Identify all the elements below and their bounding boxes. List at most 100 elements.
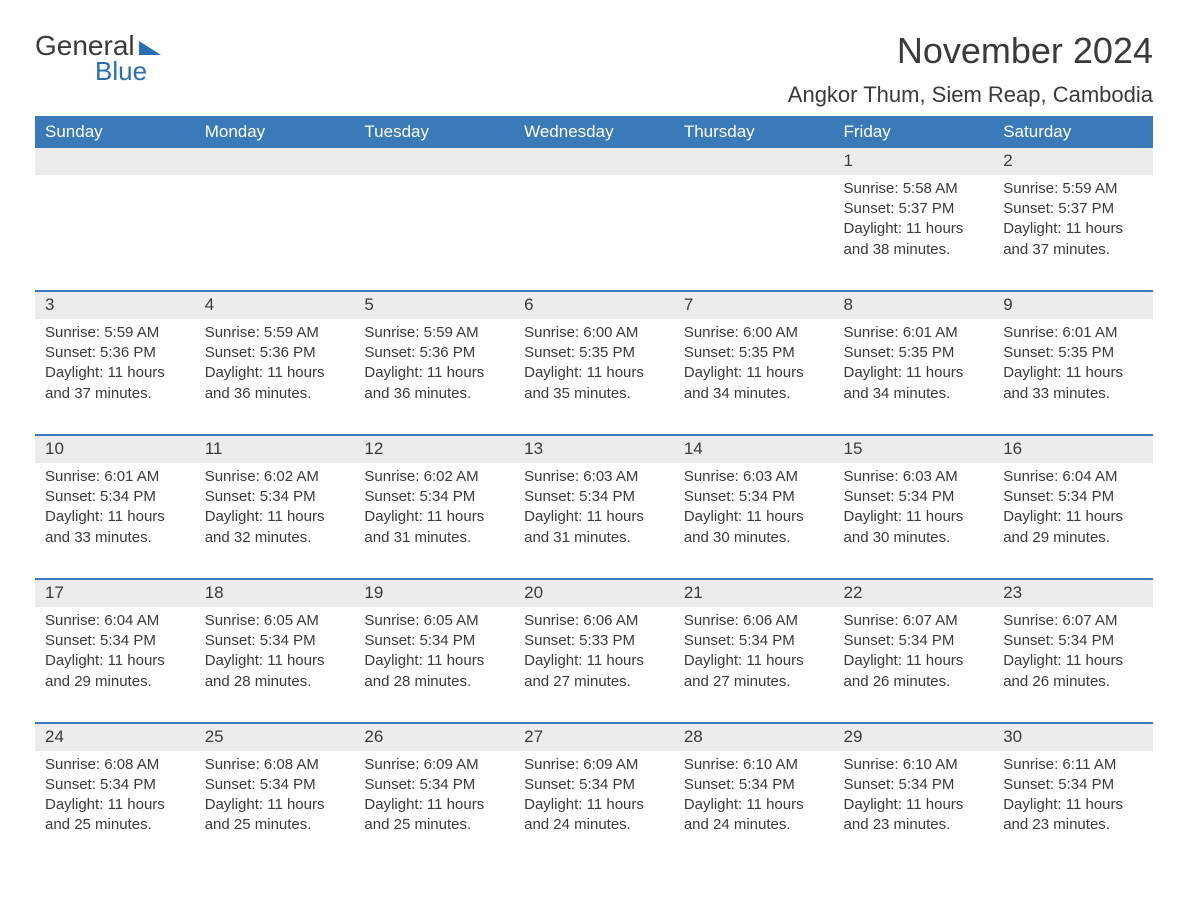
- day-header: Thursday: [674, 116, 834, 148]
- daylight-text: Daylight: 11 hours and 32 minutes.: [205, 507, 345, 548]
- calendar-cell: 17Sunrise: 6:04 AMSunset: 5:34 PMDayligh…: [35, 579, 195, 723]
- sunrise-text: Sunrise: 6:04 AM: [45, 611, 185, 631]
- day-number-stripe: [514, 148, 674, 175]
- daylight-text: Daylight: 11 hours and 28 minutes.: [364, 651, 504, 692]
- title-block: November 2024 Angkor Thum, Siem Reap, Ca…: [788, 30, 1153, 108]
- day-number: 15: [834, 436, 994, 463]
- day-number: 27: [514, 724, 674, 751]
- sunrise-text: Sunrise: 6:02 AM: [205, 467, 345, 487]
- day-header-row: Sunday Monday Tuesday Wednesday Thursday…: [35, 116, 1153, 148]
- daylight-text: Daylight: 11 hours and 35 minutes.: [524, 363, 664, 404]
- daylight-text: Daylight: 11 hours and 31 minutes.: [364, 507, 504, 548]
- day-number: 9: [993, 292, 1153, 319]
- day-number: 30: [993, 724, 1153, 751]
- calendar-cell: 6Sunrise: 6:00 AMSunset: 5:35 PMDaylight…: [514, 291, 674, 435]
- day-header: Friday: [834, 116, 994, 148]
- sunset-text: Sunset: 5:34 PM: [684, 631, 824, 651]
- sunrise-text: Sunrise: 6:03 AM: [524, 467, 664, 487]
- calendar-cell: 30Sunrise: 6:11 AMSunset: 5:34 PMDayligh…: [993, 723, 1153, 866]
- day-number: 21: [674, 580, 834, 607]
- sunset-text: Sunset: 5:36 PM: [205, 343, 345, 363]
- sunset-text: Sunset: 5:34 PM: [684, 487, 824, 507]
- daylight-text: Daylight: 11 hours and 25 minutes.: [45, 795, 185, 836]
- day-number: 20: [514, 580, 674, 607]
- sunrise-text: Sunrise: 6:05 AM: [364, 611, 504, 631]
- calendar-cell: 3Sunrise: 5:59 AMSunset: 5:36 PMDaylight…: [35, 291, 195, 435]
- sunrise-text: Sunrise: 5:59 AM: [364, 323, 504, 343]
- sunrise-text: Sunrise: 6:08 AM: [45, 755, 185, 775]
- sunset-text: Sunset: 5:33 PM: [524, 631, 664, 651]
- daylight-text: Daylight: 11 hours and 30 minutes.: [844, 507, 984, 548]
- sunrise-text: Sunrise: 6:00 AM: [524, 323, 664, 343]
- daylight-text: Daylight: 11 hours and 31 minutes.: [524, 507, 664, 548]
- sunset-text: Sunset: 5:34 PM: [364, 775, 504, 795]
- day-number-stripe: [195, 148, 355, 175]
- sunset-text: Sunset: 5:34 PM: [524, 487, 664, 507]
- sunset-text: Sunset: 5:34 PM: [45, 487, 185, 507]
- daylight-text: Daylight: 11 hours and 26 minutes.: [844, 651, 984, 692]
- day-number: 10: [35, 436, 195, 463]
- sunset-text: Sunset: 5:35 PM: [1003, 343, 1143, 363]
- sunset-text: Sunset: 5:36 PM: [45, 343, 185, 363]
- daylight-text: Daylight: 11 hours and 23 minutes.: [1003, 795, 1143, 836]
- sunset-text: Sunset: 5:34 PM: [1003, 487, 1143, 507]
- sunset-text: Sunset: 5:34 PM: [1003, 775, 1143, 795]
- sunset-text: Sunset: 5:34 PM: [364, 631, 504, 651]
- daylight-text: Daylight: 11 hours and 36 minutes.: [205, 363, 345, 404]
- sunset-text: Sunset: 5:35 PM: [684, 343, 824, 363]
- sunset-text: Sunset: 5:36 PM: [364, 343, 504, 363]
- sunrise-text: Sunrise: 5:58 AM: [844, 179, 984, 199]
- daylight-text: Daylight: 11 hours and 25 minutes.: [364, 795, 504, 836]
- day-number: 6: [514, 292, 674, 319]
- day-number: 19: [354, 580, 514, 607]
- calendar-cell: [674, 148, 834, 291]
- calendar-cell: [514, 148, 674, 291]
- calendar-week: 3Sunrise: 5:59 AMSunset: 5:36 PMDaylight…: [35, 291, 1153, 435]
- day-number: 4: [195, 292, 355, 319]
- calendar-cell: 12Sunrise: 6:02 AMSunset: 5:34 PMDayligh…: [354, 435, 514, 579]
- day-number-stripe: [354, 148, 514, 175]
- sunset-text: Sunset: 5:34 PM: [844, 487, 984, 507]
- day-number: 5: [354, 292, 514, 319]
- day-number: 17: [35, 580, 195, 607]
- calendar-cell: 18Sunrise: 6:05 AMSunset: 5:34 PMDayligh…: [195, 579, 355, 723]
- daylight-text: Daylight: 11 hours and 23 minutes.: [844, 795, 984, 836]
- sunset-text: Sunset: 5:34 PM: [1003, 631, 1143, 651]
- day-header: Saturday: [993, 116, 1153, 148]
- calendar-cell: 13Sunrise: 6:03 AMSunset: 5:34 PMDayligh…: [514, 435, 674, 579]
- sunrise-text: Sunrise: 6:05 AM: [205, 611, 345, 631]
- daylight-text: Daylight: 11 hours and 36 minutes.: [364, 363, 504, 404]
- calendar-cell: 1Sunrise: 5:58 AMSunset: 5:37 PMDaylight…: [834, 148, 994, 291]
- calendar-table: Sunday Monday Tuesday Wednesday Thursday…: [35, 116, 1153, 866]
- logo: General Blue: [35, 30, 161, 87]
- daylight-text: Daylight: 11 hours and 25 minutes.: [205, 795, 345, 836]
- day-number: 22: [834, 580, 994, 607]
- month-title: November 2024: [788, 30, 1153, 72]
- day-number: 24: [35, 724, 195, 751]
- sunrise-text: Sunrise: 6:06 AM: [524, 611, 664, 631]
- day-number: 29: [834, 724, 994, 751]
- calendar-cell: 9 Sunrise: 6:01 AMSunset: 5:35 PMDaylight…: [993, 291, 1153, 435]
- daylight-text: Daylight: 11 hours and 37 minutes.: [1003, 219, 1143, 260]
- sunrise-text: Sunrise: 5:59 AM: [205, 323, 345, 343]
- day-number: 2: [993, 148, 1153, 175]
- sunset-text: Sunset: 5:34 PM: [844, 775, 984, 795]
- calendar-cell: 4 Sunrise: 5:59 AMSunset: 5:36 PMDaylight…: [195, 291, 355, 435]
- day-header: Tuesday: [354, 116, 514, 148]
- calendar-cell: 14Sunrise: 6:03 AMSunset: 5:34 PMDayligh…: [674, 435, 834, 579]
- day-number: 3: [35, 292, 195, 319]
- sunset-text: Sunset: 5:34 PM: [684, 775, 824, 795]
- calendar-cell: [195, 148, 355, 291]
- daylight-text: Daylight: 11 hours and 33 minutes.: [1003, 363, 1143, 404]
- calendar-cell: 2Sunrise: 5:59 AMSunset: 5:37 PMDaylight…: [993, 148, 1153, 291]
- calendar-cell: 8Sunrise: 6:01 AMSunset: 5:35 PMDaylight…: [834, 291, 994, 435]
- sunset-text: Sunset: 5:34 PM: [205, 631, 345, 651]
- day-header: Sunday: [35, 116, 195, 148]
- location: Angkor Thum, Siem Reap, Cambodia: [788, 82, 1153, 108]
- sunrise-text: Sunrise: 6:08 AM: [205, 755, 345, 775]
- day-number: 14: [674, 436, 834, 463]
- sunrise-text: Sunrise: 6:02 AM: [364, 467, 504, 487]
- daylight-text: Daylight: 11 hours and 27 minutes.: [524, 651, 664, 692]
- sunrise-text: Sunrise: 6:01 AM: [1003, 323, 1143, 343]
- sunset-text: Sunset: 5:34 PM: [364, 487, 504, 507]
